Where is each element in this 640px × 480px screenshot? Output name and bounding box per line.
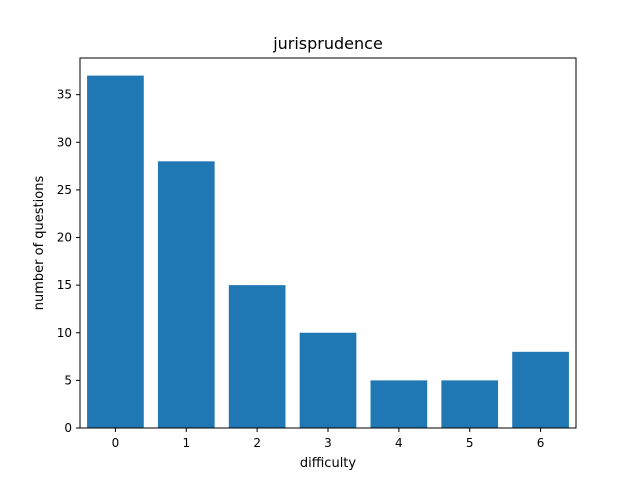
y-axis-label: number of questions [32, 176, 47, 311]
x-tick-label: 1 [182, 436, 190, 450]
y-tick-label: 30 [57, 135, 72, 149]
bars-group [87, 75, 569, 429]
bar-3 [299, 332, 357, 428]
x-tick-label: 2 [253, 436, 261, 450]
y-tick-label: 10 [57, 326, 72, 340]
y-axis-ticks: 0 5 10 15 20 25 30 35 [57, 88, 80, 435]
y-tick-label: 15 [57, 278, 72, 292]
x-axis-label: difficulty [300, 456, 357, 471]
y-tick-label: 20 [57, 231, 72, 245]
bar-2 [228, 285, 286, 428]
y-tick-label: 35 [57, 88, 72, 102]
x-tick-label: 4 [395, 436, 403, 450]
x-tick-label: 5 [466, 436, 474, 450]
bar-6 [512, 351, 569, 428]
bar-5 [441, 380, 499, 428]
bar-4 [370, 380, 428, 428]
plot-area [79, 57, 577, 429]
bar-0 [87, 75, 144, 428]
axes-frame [79, 57, 577, 429]
x-tick-label: 3 [324, 436, 332, 450]
bar-1 [157, 161, 215, 429]
y-tick-label: 0 [64, 421, 72, 435]
y-tick-label: 5 [64, 373, 72, 387]
y-tick-label: 25 [57, 183, 72, 197]
x-axis-ticks: 0 1 2 3 4 5 6 [112, 428, 545, 450]
x-tick-label: 6 [537, 436, 545, 450]
x-tick-label: 0 [112, 436, 120, 450]
chart-title: jurisprudence [272, 34, 383, 53]
